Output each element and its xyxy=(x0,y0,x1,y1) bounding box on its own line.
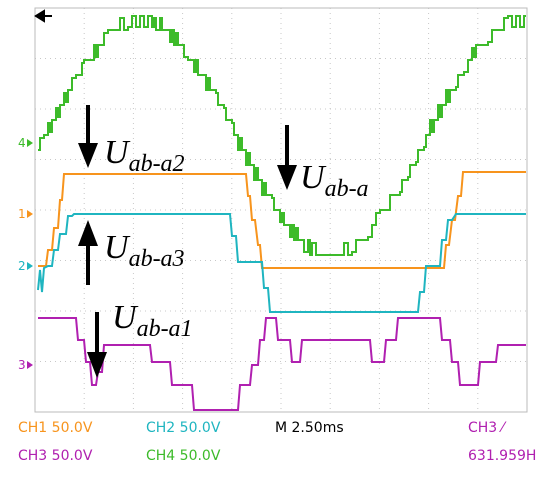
annotation-subscript: ab-a3 xyxy=(129,246,185,272)
trigger-position-marker xyxy=(34,9,52,23)
arrow-head xyxy=(87,352,107,378)
ch2-waveform xyxy=(37,213,526,313)
status-text: M 2.50ms xyxy=(275,420,344,436)
marker-arrow xyxy=(27,139,33,147)
status-text: CH3 50.0V xyxy=(18,448,93,464)
annotation-subscript: ab-a2 xyxy=(129,151,185,177)
ch1-waveform xyxy=(38,171,526,269)
annotation-symbol: U xyxy=(104,134,131,171)
screen-frame xyxy=(34,7,528,413)
annotation-symbol: U xyxy=(300,159,327,196)
annotation-subscript: ab-a xyxy=(325,176,369,202)
marker-arrow xyxy=(27,361,33,369)
status-text: CH1 50.0V xyxy=(18,420,93,436)
marker-arrow xyxy=(27,210,33,218)
channel-marker: 2 xyxy=(18,259,26,273)
arrow-head xyxy=(277,165,297,190)
annotation: Uab-a3 xyxy=(104,229,185,272)
annotation-symbol: U xyxy=(104,229,131,266)
annotation: Uab-a2 xyxy=(104,134,185,177)
marker-arrow xyxy=(27,262,33,270)
annotation-symbol: U xyxy=(112,299,139,336)
annotation: Uab-a xyxy=(300,159,369,202)
arrow-head xyxy=(78,143,98,168)
status-text: CH3 ⁄ xyxy=(468,420,507,436)
ch4-waveform xyxy=(38,15,526,256)
status-text: CH2 50.0V xyxy=(146,420,221,436)
annotation-subscript: ab-a1 xyxy=(137,316,193,342)
channel-marker: 4 xyxy=(18,136,26,150)
status-text: CH4 50.0V xyxy=(146,448,221,464)
arrows xyxy=(78,105,297,378)
channel-marker: 3 xyxy=(18,358,26,372)
annotation: Uab-a1 xyxy=(112,299,193,342)
channel-marker: 1 xyxy=(18,207,26,221)
arrow-head xyxy=(78,220,98,246)
status-text: 631.959H xyxy=(468,448,536,464)
